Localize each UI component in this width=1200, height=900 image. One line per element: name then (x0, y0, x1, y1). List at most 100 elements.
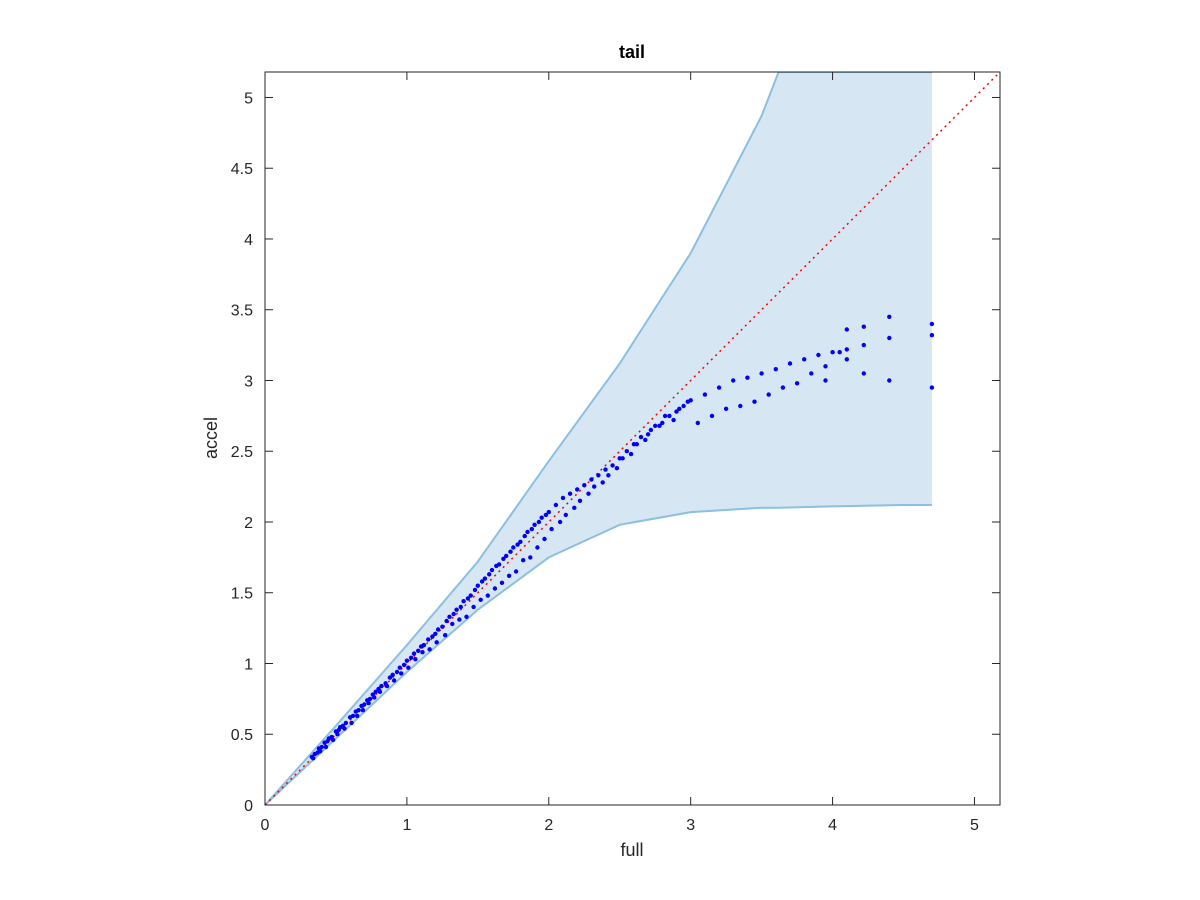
data-point (465, 596, 471, 601)
data-point (887, 314, 892, 319)
data-point (603, 467, 608, 472)
data-point (844, 327, 849, 332)
data-point (620, 456, 625, 461)
data-point (487, 572, 492, 577)
data-point (404, 658, 410, 663)
data-point (709, 413, 715, 419)
data-point (667, 413, 672, 419)
band-lower-edge (265, 504, 932, 805)
data-point (401, 662, 407, 668)
y-tick-label: 3 (244, 373, 253, 390)
data-point (444, 618, 449, 624)
data-point (430, 634, 435, 639)
plot-frame (264, 71, 1001, 806)
data-point (311, 756, 316, 761)
data-point (643, 437, 648, 443)
data-point (499, 580, 505, 585)
data-point (546, 509, 551, 515)
data-point (536, 519, 542, 525)
data-point (355, 713, 360, 719)
x-tick-label: 0 (261, 817, 270, 834)
data-point (577, 498, 583, 503)
data-point (518, 539, 523, 544)
data-point (674, 409, 679, 414)
y-tick-label: 1.5 (231, 586, 253, 603)
data-point (702, 392, 708, 397)
data-point (695, 420, 700, 426)
data-point (660, 420, 665, 426)
data-point (716, 385, 722, 390)
data-point (542, 536, 547, 542)
data-point (350, 713, 356, 719)
data-point (447, 614, 452, 619)
data-point (472, 587, 478, 593)
data-point (535, 545, 540, 550)
data-point (440, 624, 445, 629)
data-point (372, 695, 377, 700)
reference-diagonal-line (265, 72, 1000, 805)
data-point (638, 434, 644, 440)
data-point (606, 473, 611, 478)
x-tick-label: 3 (686, 817, 695, 834)
data-point (330, 737, 336, 743)
data-point (390, 672, 395, 677)
band-upper-edge (265, 72, 932, 805)
y-tick-label: 0 (244, 798, 253, 815)
data-point (823, 364, 828, 369)
data-point (677, 406, 682, 411)
data-point (427, 647, 432, 652)
y-tick-label: 4.5 (231, 161, 253, 178)
data-point (362, 702, 367, 707)
data-point (521, 558, 526, 563)
plot-area (265, 72, 1000, 805)
y-axis: 0 0.5 1 1.5 2 2.5 3 3.5 4 4.5 5 (231, 90, 1000, 815)
data-point (501, 556, 506, 561)
x-axis-label: full (620, 840, 643, 860)
data-point (496, 562, 502, 567)
data-points (309, 314, 935, 761)
data-point (513, 569, 519, 574)
data-point (929, 385, 935, 390)
data-point (610, 463, 615, 468)
data-point (628, 451, 634, 457)
data-point (408, 655, 414, 660)
data-point (511, 545, 516, 550)
y-tick-label: 0.5 (231, 727, 253, 744)
data-point (592, 484, 597, 489)
data-point (549, 526, 554, 532)
data-point (522, 533, 527, 539)
chart-title: tail (619, 42, 645, 62)
data-point (434, 640, 439, 645)
data-point (399, 671, 404, 676)
data-point (377, 689, 383, 694)
data-point (752, 399, 757, 404)
data-point (844, 357, 849, 362)
data-point (532, 522, 537, 527)
data-point (457, 617, 462, 622)
data-point (360, 708, 366, 713)
data-point (582, 483, 587, 488)
data-point (600, 480, 605, 485)
data-point (420, 650, 425, 655)
data-point (435, 627, 441, 632)
data-point (759, 371, 764, 376)
x-tick-label: 2 (544, 817, 553, 834)
data-point (461, 599, 466, 604)
data-point (731, 378, 736, 383)
data-point (367, 696, 373, 702)
data-point (563, 512, 568, 518)
data-point (671, 417, 676, 423)
x-tick-label: 4 (828, 817, 837, 834)
y-tick-label: 1 (244, 656, 253, 673)
data-point (794, 381, 800, 386)
data-point (685, 399, 690, 404)
data-point (837, 350, 842, 355)
data-point (648, 427, 654, 433)
data-point (468, 593, 473, 598)
data-point (802, 357, 807, 362)
data-point (539, 515, 544, 520)
x-tick-label: 1 (402, 817, 411, 834)
data-point (406, 665, 411, 670)
data-point (586, 491, 591, 496)
data-point (575, 487, 580, 492)
